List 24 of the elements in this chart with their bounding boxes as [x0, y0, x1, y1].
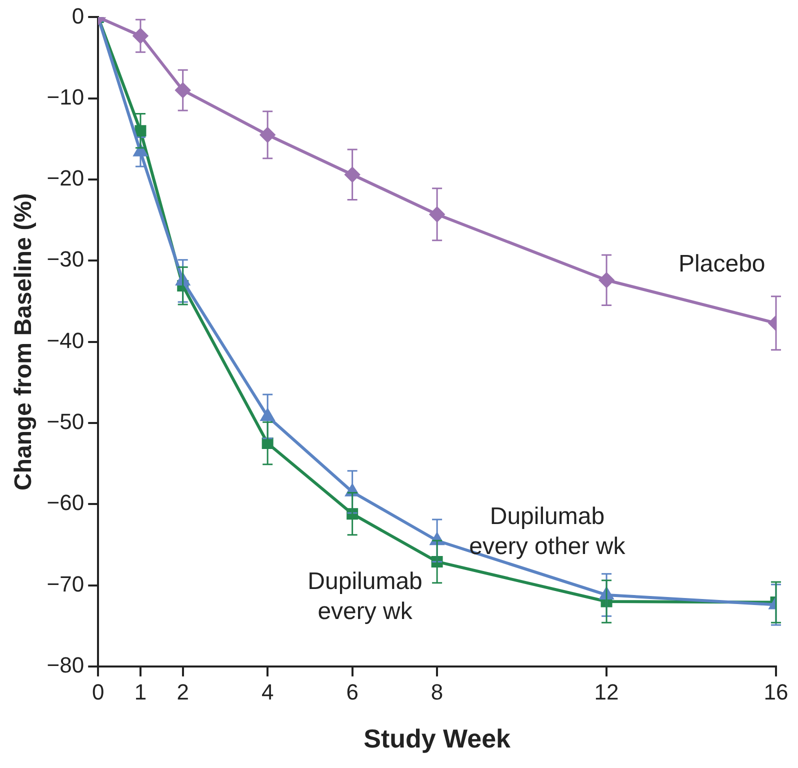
- x-axis-title: Study Week: [364, 724, 512, 754]
- x-tick-label: 6: [346, 680, 358, 705]
- y-axis-title: Change from Baseline (%): [10, 193, 38, 490]
- y-tick-label: −30: [46, 246, 84, 272]
- x-tick-label: 16: [764, 680, 788, 705]
- y-tick-label: −40: [46, 328, 84, 353]
- y-tick-label: −70: [46, 571, 84, 596]
- y-tick-label: −60: [46, 490, 84, 516]
- y-tick-label: 0: [72, 3, 84, 28]
- x-tick-label: 1: [134, 680, 147, 705]
- y-tick-label: −80: [46, 652, 84, 678]
- point: [175, 82, 190, 98]
- series-label: Placebo: [678, 250, 766, 278]
- y-tick-label: −50: [46, 409, 84, 434]
- x-tick-label: 4: [261, 680, 274, 705]
- series-label: Dupilumab every wk: [308, 568, 422, 626]
- x-tick-label: 0: [92, 680, 104, 705]
- point: [260, 408, 274, 421]
- x-tick-label: 8: [430, 680, 444, 705]
- series-label: Dupilumab every other wk: [469, 503, 626, 560]
- y-tick-label: −20: [46, 166, 84, 191]
- x-tick-label: 2: [176, 680, 189, 705]
- x-tick-label: 12: [594, 680, 619, 705]
- y-tick-label: −10: [46, 84, 84, 110]
